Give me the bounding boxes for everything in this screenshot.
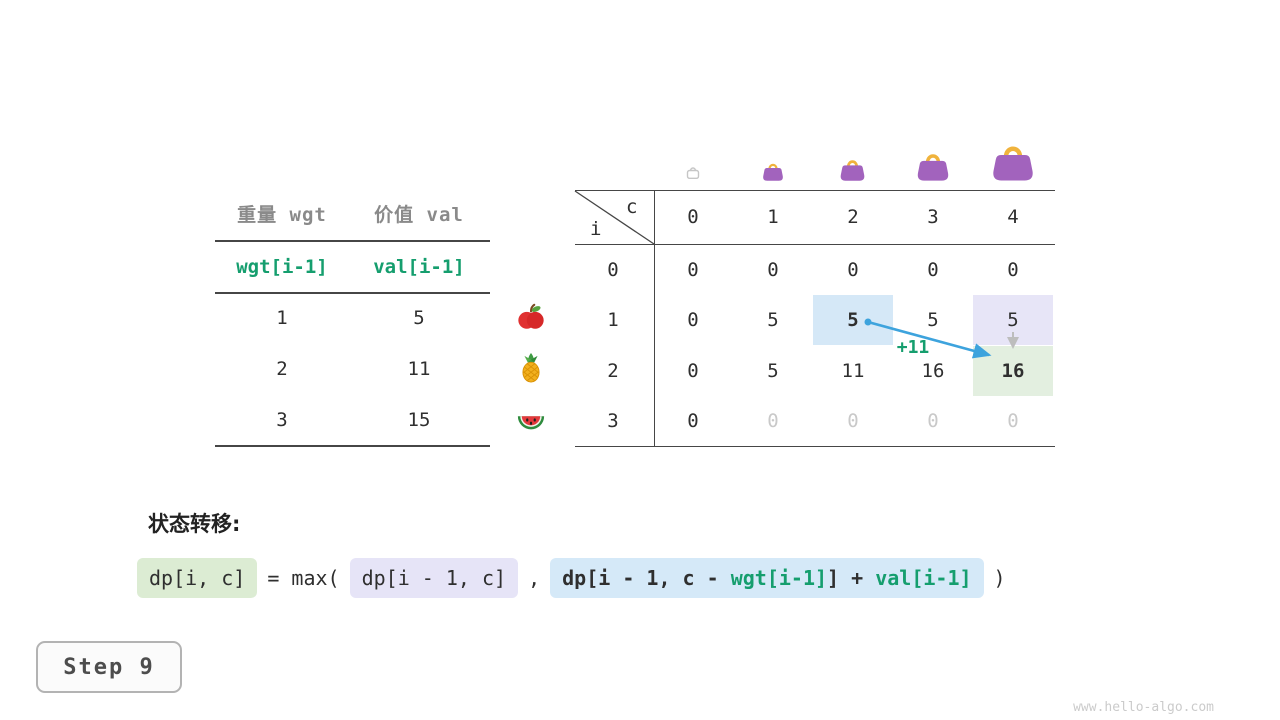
formula-term-include-wgt: wgt[i-1] — [730, 566, 828, 590]
dp-cell: 16 — [921, 360, 945, 382]
dp-cell: 5 — [927, 309, 939, 331]
items-formula-wgt: wgt[i-1] — [236, 255, 328, 278]
dp-cell: 5 — [847, 309, 859, 331]
dp-col-header: 1 — [767, 206, 779, 228]
bag-icon-capacity-2 — [839, 157, 866, 185]
step-label: Step 9 — [63, 654, 155, 680]
item-weight: 2 — [276, 357, 288, 380]
dp-row-header: 0 — [607, 259, 619, 281]
dp-col-header: 3 — [927, 206, 939, 228]
item-value: 11 — [407, 357, 431, 380]
dp-cell: 0 — [927, 259, 939, 281]
dp-row-header: 2 — [607, 360, 619, 382]
dp-cell: 0 — [847, 410, 859, 432]
dp-cell: 0 — [687, 309, 699, 331]
dp-cell: 0 — [1007, 410, 1019, 432]
dp-row-header: 3 — [607, 410, 619, 432]
bag-icon-capacity-1 — [762, 161, 784, 185]
dp-table-line-top — [575, 190, 1055, 191]
apple-icon — [516, 302, 546, 332]
dp-corner-diagonal — [574, 190, 655, 245]
dp-table-line-vertical — [654, 190, 655, 446]
dp-cell: 11 — [841, 360, 865, 382]
dp-cell: 5 — [767, 309, 779, 331]
formula-operator: = max( — [267, 566, 340, 590]
items-table-line-top — [215, 240, 490, 242]
pineapple-icon — [516, 353, 546, 383]
watermark: www.hello-algo.com — [1073, 700, 1214, 715]
items-col-value-header: 价值 val — [374, 203, 464, 226]
transition-formula: dp[i, c] = max( dp[i - 1, c] , dp[i - 1,… — [137, 558, 1016, 598]
dp-col-header: 4 — [1007, 206, 1019, 228]
formula-term-include-prefix: dp[i - 1, c - — [562, 566, 731, 590]
formula-term-include: dp[i - 1, c - wgt[i-1]] + val[i-1] — [550, 558, 984, 598]
dp-cell: 0 — [687, 410, 699, 432]
item-value: 15 — [407, 408, 431, 431]
dp-table-line-bottom — [575, 446, 1055, 447]
dp-corner-row-var: i — [590, 218, 602, 240]
item-weight: 1 — [276, 306, 288, 329]
bag-icon-capacity-4 — [991, 141, 1035, 185]
dp-cell: 0 — [687, 360, 699, 382]
dp-corner-col-var: c — [626, 196, 638, 218]
transition-label: 状态转移: — [148, 512, 241, 536]
dp-cell: 0 — [687, 259, 699, 281]
dp-cell: 0 — [847, 259, 859, 281]
dp-cell: 16 — [1001, 360, 1025, 382]
items-table-line-bottom — [215, 445, 490, 447]
dp-cell: 5 — [1007, 309, 1019, 331]
formula-comma: , — [528, 566, 541, 590]
dp-table-line-header — [575, 244, 1055, 245]
formula-dp-current: dp[i, c] — [137, 558, 258, 598]
items-formula-val: val[i-1] — [373, 255, 465, 278]
items-col-weight-header: 重量 wgt — [237, 203, 327, 226]
dp-cell: 0 — [927, 410, 939, 432]
item-weight: 3 — [276, 408, 288, 431]
items-table-line-mid — [215, 292, 490, 294]
item-value: 5 — [413, 306, 425, 329]
bag-icon-capacity-3 — [916, 150, 950, 185]
dp-col-header: 0 — [687, 206, 699, 228]
formula-closing: ) — [993, 566, 1006, 590]
formula-term-include-val: val[i-1] — [875, 566, 972, 590]
step-indicator: Step 9 — [36, 641, 182, 693]
dp-row-header: 1 — [607, 309, 619, 331]
formula-term-exclude: dp[i - 1, c] — [349, 558, 519, 598]
formula-term-include-infix: ] + — [827, 566, 876, 590]
watermelon-icon — [516, 404, 546, 434]
dp-cell: 0 — [767, 410, 779, 432]
dp-col-header: 2 — [847, 206, 859, 228]
add-value-annotation: +11 — [896, 337, 930, 358]
dp-cell: 0 — [1007, 259, 1019, 281]
bag-icon-capacity-0 — [685, 164, 701, 184]
dp-cell: 0 — [767, 259, 779, 281]
dp-cell: 5 — [767, 360, 779, 382]
